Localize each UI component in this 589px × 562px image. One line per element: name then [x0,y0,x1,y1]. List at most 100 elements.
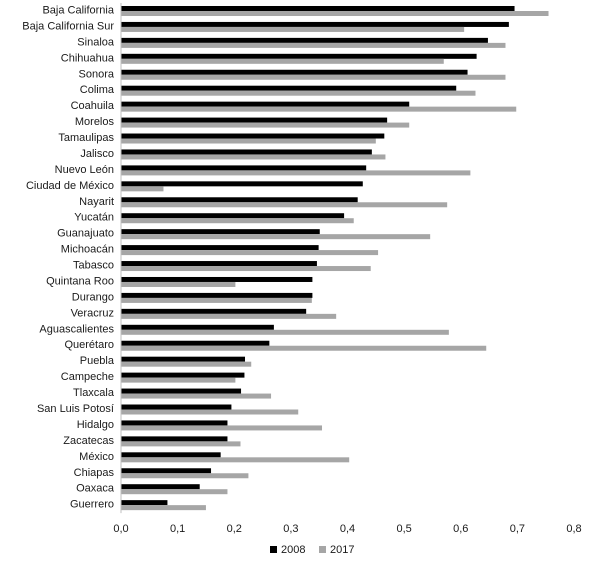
category-label: Chiapas [74,467,115,479]
bar-2017 [121,425,323,431]
bar-2008 [121,197,358,203]
x-tick-label: 0,0 [113,523,128,535]
category-label: Aguascalientes [39,323,114,335]
category-label: Colima [80,84,115,96]
bar-2008 [121,117,388,123]
bar-2008 [121,388,242,394]
category-label: Durango [72,291,114,303]
bar-2008 [121,213,345,219]
bar-2008 [121,229,320,235]
category-label: Tamaulipas [58,132,114,144]
bar-2017 [121,170,471,176]
legend-swatch-2017 [319,546,326,553]
bar-2017 [121,90,476,96]
category-label: Tlaxcala [73,387,115,399]
bar-2017 [121,505,206,511]
category-label: Ciudad de México [26,180,114,192]
bar-2008 [121,149,372,155]
bar-2017 [121,154,386,160]
bar-2008 [121,324,274,330]
bar-2008 [121,261,317,267]
bar-2017 [121,138,376,144]
category-label: Guerrero [70,499,114,511]
legend: 2008 2017 [270,544,354,556]
bar-2008 [121,420,228,426]
category-label: Baja California [42,5,114,17]
bar-2017 [121,218,354,224]
bar-2008 [121,356,246,362]
x-tick-label: 0,8 [566,523,581,535]
bar-2008 [121,372,245,378]
category-label: Baja California Sur [22,20,114,32]
bar-2017 [121,489,228,495]
bar-2017 [121,74,506,80]
bar-2008 [121,404,232,410]
category-labels: Baja California Baja California Sur Sinalo… [22,5,115,511]
x-tick-label: 0,1 [170,523,185,535]
category-label: Zacatecas [63,435,114,447]
bar-2008 [121,340,270,346]
category-label: Jalisco [80,148,114,160]
bar-2017 [121,202,448,208]
category-label: Nayarit [79,196,114,208]
bar-2017 [121,186,164,192]
legend-swatch-2008 [270,546,277,553]
category-label: Yucatán [74,212,114,224]
bar-2017 [121,11,549,16]
bar-2008 [121,6,515,11]
bar-2017 [121,122,410,128]
bar-2017 [121,297,312,303]
bar-2017 [121,42,506,48]
bar-2008 [121,69,468,75]
bar-2017 [121,393,272,399]
bar-2017 [121,58,444,64]
category-label: Campeche [61,371,114,383]
bar-2008 [121,165,367,171]
legend-label-2008: 2008 [281,544,305,556]
category-label: Nuevo León [55,164,114,176]
bar-2017 [121,250,379,256]
category-label: Morelos [75,116,115,128]
x-tick-label: 0,5 [396,523,411,535]
x-axis-ticks: 0,0 0,1 0,2 0,3 0,4 0,5 0,6 0,7 0,8 [113,523,581,535]
bar-2017 [121,441,241,447]
legend-label-2017: 2017 [330,544,354,556]
bar-2008 [121,181,363,187]
bar-2017 [121,26,465,32]
x-tick-label: 0,3 [283,523,298,535]
bar-2008 [121,245,319,251]
bar-2008 [121,276,313,282]
bar-2017 [121,106,517,112]
bar-2017 [121,457,350,463]
bar-2008 [121,133,385,139]
bar-2008 [121,292,313,298]
category-label: Querétaro [64,339,114,351]
category-label: Sinaloa [77,36,115,48]
category-label: Quintana Roo [46,275,114,287]
bars [121,6,549,511]
bar-2008 [121,101,410,107]
category-label: Oaxaca [76,483,115,495]
bar-2008 [121,436,228,442]
bar-2017 [121,234,431,240]
category-label: Coahuila [71,100,115,112]
bar-2008 [121,308,307,314]
bar-2008 [121,53,477,59]
category-label: San Luis Potosí [37,403,114,415]
bar-2017 [121,377,236,383]
category-label: México [79,451,114,463]
category-label: Veracruz [71,307,114,319]
category-label: Chihuahua [61,52,115,64]
bar-2008 [121,500,168,506]
category-label: Puebla [80,355,115,367]
bar-2008 [121,484,200,490]
bar-2008 [121,85,457,91]
x-tick-label: 0,7 [510,523,525,535]
bar-2017 [121,361,252,367]
bar-2017 [121,281,236,287]
bar-2017 [121,313,337,319]
bar-2017 [121,345,487,351]
x-tick-label: 0,2 [227,523,242,535]
bar-2017 [121,329,449,335]
